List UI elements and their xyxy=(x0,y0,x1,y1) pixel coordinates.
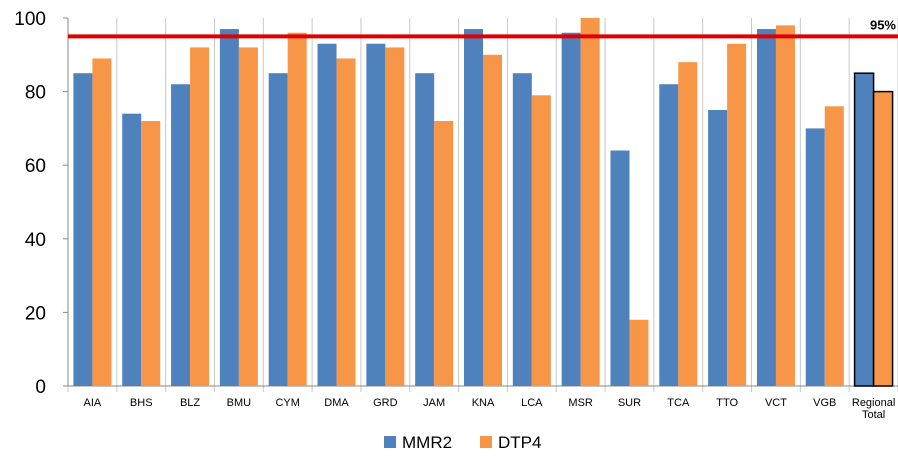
bar-mmr2-vct xyxy=(756,29,776,386)
bar-dtp4-grd xyxy=(385,47,405,386)
bar-dtp4-vct xyxy=(775,25,795,387)
y-tick-label: 20 xyxy=(25,303,46,324)
bar-mmr2-blz xyxy=(171,84,191,387)
x-tick-label: GRD xyxy=(373,397,398,409)
x-tick-label: TTO xyxy=(716,397,738,409)
bar-dtp4-tca xyxy=(678,62,698,386)
x-tick-label: MSR xyxy=(568,397,593,409)
plot-area: 0 20 40 60 80 100 AIA BHS BLZ BMU CYM DMA GRD JAM KNA L… xyxy=(14,9,898,421)
bar-dtp4-kna xyxy=(483,54,502,387)
bar-mmr2-bhs xyxy=(122,113,142,387)
bar-mmr2-vgb xyxy=(805,128,825,386)
bar-mmr2-tca xyxy=(659,84,679,387)
x-tick-label: BLZ xyxy=(180,397,200,409)
bar-dtp4-bhs xyxy=(141,121,161,386)
x-tick-label: TCA xyxy=(667,397,690,409)
bar-mmr2-kna xyxy=(464,29,483,386)
bar-mmr2-grd xyxy=(366,43,386,386)
legend-swatch-dtp4 xyxy=(480,436,492,448)
x-tick-label: KNA xyxy=(472,397,495,409)
x-tick-label: BMU xyxy=(227,397,252,409)
bar-dtp4-sur xyxy=(629,319,649,386)
bar-mmr2-jam xyxy=(415,73,435,386)
bar-dtp4-dma xyxy=(336,58,356,386)
y-tick-label: 100 xyxy=(14,9,46,30)
bar-dtp4-aia xyxy=(92,58,112,386)
y-tick-label: 0 xyxy=(35,377,46,398)
bar-dtp4-tto xyxy=(727,43,747,386)
bar-mmr2-cym xyxy=(268,73,288,386)
legend-label-dtp4: DTP4 xyxy=(498,433,541,452)
bar-dtp4-blz xyxy=(190,47,210,386)
bar-dtp4-cym xyxy=(287,32,307,386)
bar-dtp4-msr xyxy=(580,18,600,386)
bar-mmr2-sur xyxy=(610,150,630,386)
bar-mmr2-lca xyxy=(512,73,532,386)
x-tick-label: JAM xyxy=(423,397,445,409)
bar-mmr2-regional-total xyxy=(853,72,875,387)
bar-mmr2-bmu xyxy=(219,29,239,386)
x-tick-label: DMA xyxy=(324,397,349,409)
bar-mmr2-dma xyxy=(317,43,337,386)
x-tick-label: CYM xyxy=(275,397,299,409)
y-tick-label: 80 xyxy=(25,83,46,104)
bar-dtp4-regional-total xyxy=(872,90,894,387)
x-tick-label: SUR xyxy=(618,397,641,409)
y-tick-label: 60 xyxy=(25,156,46,177)
bar-mmr2-aia xyxy=(73,73,93,386)
bar-dtp4-lca xyxy=(531,95,551,386)
bar-dtp4-jam xyxy=(434,121,454,386)
bar-dtp4-vgb xyxy=(824,106,844,386)
bar-mmr2-msr xyxy=(561,32,581,386)
x-tick-label: AIA xyxy=(84,397,102,409)
x-tick-label: BHS xyxy=(130,397,153,409)
legend-label-mmr2: MMR2 xyxy=(402,433,452,452)
x-tick-label: VCT xyxy=(765,397,787,409)
bar-mmr2-tto xyxy=(708,110,728,386)
y-tick-label: 40 xyxy=(25,230,46,251)
legend-swatch-mmr2 xyxy=(384,436,396,448)
x-tick-label: LCA xyxy=(521,397,543,409)
x-tick-label: VGB xyxy=(813,397,836,409)
bar-dtp4-bmu xyxy=(238,47,258,386)
reference-line-label: 95% xyxy=(870,17,896,32)
x-tick-label: Regional Total xyxy=(852,397,895,421)
legend: MMR2 DTP4 xyxy=(384,433,541,452)
